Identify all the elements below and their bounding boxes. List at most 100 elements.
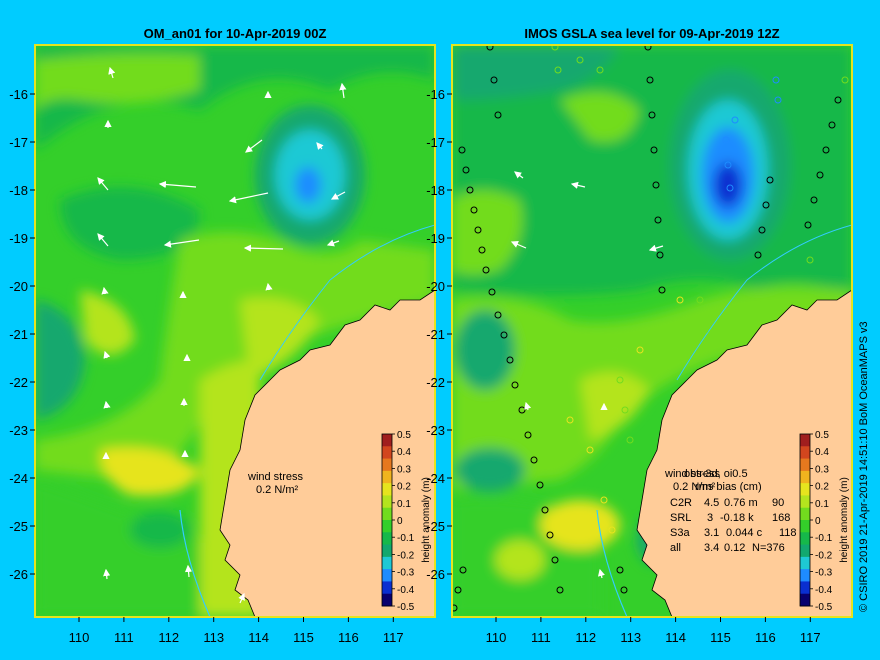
lat-tick-label: -20 [426,279,445,294]
lat-tick-label: -23 [426,423,445,438]
colorbar-tick-label: 0.4 [397,447,411,458]
lat-tick-label: -21 [9,327,28,342]
colorbar-segment [800,446,810,460]
right-map-frame [451,44,853,618]
right-obs-label: obs-3d, oi0.5 [684,468,748,480]
right-map [452,45,852,617]
colorbar-tick-label: -0.4 [397,585,415,596]
colorbar-segment [382,483,392,496]
colorbar-segment [800,483,810,496]
colorbar-segment [382,544,392,558]
left-wind-label-2: 0.2 N/m² [256,484,299,496]
lon-tick-label: 116 [338,630,359,645]
lat-tick-label: -16 [9,87,28,102]
colorbar-segment [382,458,392,472]
colorbar-segment [382,569,392,582]
stats-sat: C2R [670,497,692,509]
colorbar-tick-label: -0.2 [397,550,415,561]
lat-tick-label: -20 [9,279,28,294]
colorbar-segment [382,470,392,484]
stats-n: 118 [779,527,797,539]
colorbar-tick-label: 0.5 [397,430,411,441]
lon-tick-label: 115 [710,630,731,645]
right-wind-arrows [510,171,664,579]
lon-tick-label: 112 [158,630,179,645]
stats-table: C2R 4.5 0.76 m 90 SRL 3 -0.18 k 168 S3a … [670,497,797,554]
stats-sat: all [670,542,681,554]
colorbar-segment [382,434,392,447]
colorbar-segment [800,569,810,582]
colorbar-segment [382,532,392,546]
colorbar-segment [800,507,810,521]
colorbar-tick-label: -0.5 [815,602,833,613]
colorbar-tick-label: 0 [815,516,821,527]
colorbar-segment [800,556,810,570]
stats-sat: SRL [670,512,691,524]
lat-tick-label: -26 [426,567,445,582]
colorbar-tick-label: 0.1 [397,499,411,510]
colorbar-segment [800,544,810,558]
stats-n: N=376 [752,542,785,554]
colorbar-segment [800,520,810,533]
left-map-frame [34,44,436,618]
colorbar-label: height anomaly (m) [421,477,432,563]
lat-tick-label: -18 [9,183,28,198]
lon-tick-label: 110 [69,630,90,645]
left-panel-title: OM_an01 for 10-Apr-2019 00Z [144,26,327,41]
lat-tick-label: -25 [426,519,445,534]
axes: 110 111 112 113 114 115 116 117 -16 -17 -18 -19 -20 -… [9,87,820,645]
colorbar-segment [800,495,810,509]
colorbar-segment [382,593,392,607]
colorbar-tick-label: -0.3 [397,568,415,579]
colorbars: 0.5 0.4 0.3 0.2 0.1 0 -0.1 -0.2 -0.3 -0.4 -0.5 heig… [381,430,850,613]
lat-tick-label: -21 [426,327,445,342]
lon-tick-label: 115 [293,630,314,645]
colorbar-tick-label: 0.1 [815,499,829,510]
lon-tick-label: 112 [575,630,596,645]
lon-tick-label: 116 [755,630,776,645]
credit-text: © CSIRO 2019 21-Apr-2019 14:51:10 BoM Oc… [858,321,870,612]
colorbar-segment [800,581,810,595]
left-wind-label-1: wind stress [247,471,304,483]
colorbar-segment [382,520,392,533]
lon-tick-label: 117 [800,630,821,645]
colorbar-segment [800,458,810,472]
lon-tick-label: 111 [114,630,134,645]
stats-bias: -0.18 k [720,512,754,524]
colorbar-tick-label: 0.3 [397,464,411,475]
stats-rms: 3.4 [704,542,719,554]
lat-tick-label: -16 [426,87,445,102]
colorbar-segment [382,446,392,460]
lat-tick-label: -22 [9,375,28,390]
stats-bias: 0.76 m [724,497,758,509]
colorbar-tick-label: -0.4 [815,585,833,596]
lat-tick-label: -24 [426,471,445,486]
lat-tick-label: -25 [9,519,28,534]
lon-tick-label: 114 [248,630,269,645]
colorbar-segment [382,581,392,595]
colorbar-segment [800,532,810,546]
colorbar-tick-label: -0.2 [815,550,833,561]
colorbar-tick-label: -0.1 [815,533,833,544]
colorbar-tick-label: -0.5 [397,602,415,613]
colorbar-tick-label: 0.5 [815,430,829,441]
colorbar-segment [800,434,810,447]
stats-rms: 4.5 [704,497,719,509]
right-wind-label-1: wind stress [664,468,721,480]
colorbar-segment [800,593,810,607]
lon-tick-label: 113 [203,630,224,645]
lat-tick-label: -19 [9,231,28,246]
lon-tick-label: 113 [620,630,641,645]
colorbar-tick-label: -0.3 [815,568,833,579]
stats-bias: 0.12 [724,542,745,554]
lat-tick-label: -18 [426,183,445,198]
colorbar-tick-label: 0 [397,516,403,527]
colorbar-tick-label: 0.2 [815,482,829,493]
colorbar-tick-label: -0.1 [397,533,415,544]
lat-tick-label: -17 [426,135,445,150]
lon-tick-label: 114 [665,630,686,645]
lon-tick-label: 111 [531,630,551,645]
colorbar-segment [382,495,392,509]
lat-tick-label: -17 [9,135,28,150]
